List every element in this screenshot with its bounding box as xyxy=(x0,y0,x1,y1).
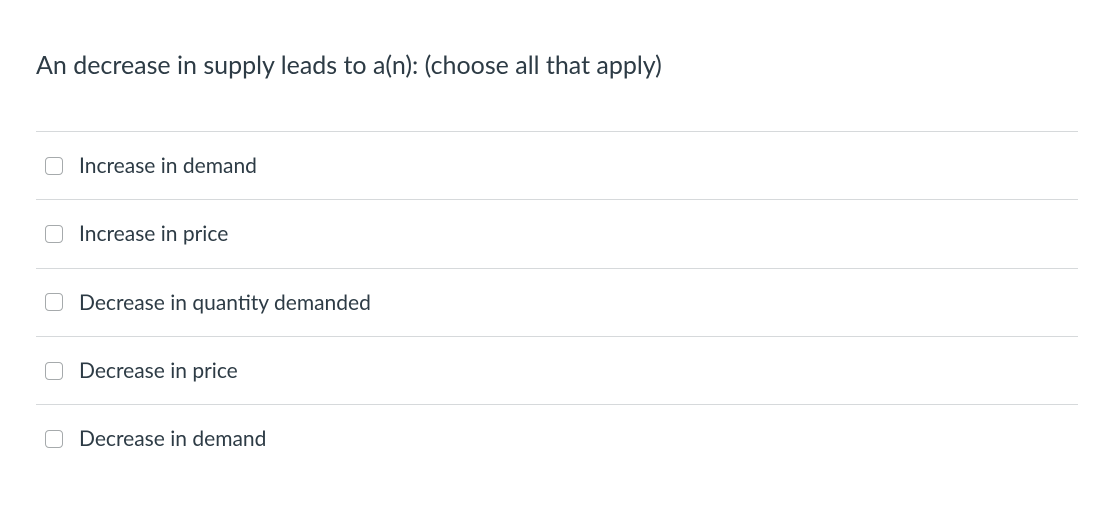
option-label[interactable]: Increase in price xyxy=(79,220,228,247)
checkbox[interactable] xyxy=(45,225,63,243)
question-text: An decrease in supply leads to a(n): (ch… xyxy=(36,48,1078,83)
checkbox[interactable] xyxy=(45,430,63,448)
option-row[interactable]: Increase in demand xyxy=(36,132,1078,200)
option-label[interactable]: Decrease in quantity demanded xyxy=(79,289,371,316)
checkbox[interactable] xyxy=(45,362,63,380)
option-row[interactable]: Increase in price xyxy=(36,200,1078,268)
question-container: An decrease in supply leads to a(n): (ch… xyxy=(0,0,1114,472)
option-row[interactable]: Decrease in quantity demanded xyxy=(36,269,1078,337)
checkbox[interactable] xyxy=(45,293,63,311)
checkbox[interactable] xyxy=(45,157,63,175)
option-row[interactable]: Decrease in demand xyxy=(36,405,1078,472)
options-list: Increase in demand Increase in price Dec… xyxy=(36,131,1078,472)
option-label[interactable]: Decrease in price xyxy=(79,357,238,384)
option-label[interactable]: Increase in demand xyxy=(79,152,257,179)
option-label[interactable]: Decrease in demand xyxy=(79,425,266,452)
option-row[interactable]: Decrease in price xyxy=(36,337,1078,405)
